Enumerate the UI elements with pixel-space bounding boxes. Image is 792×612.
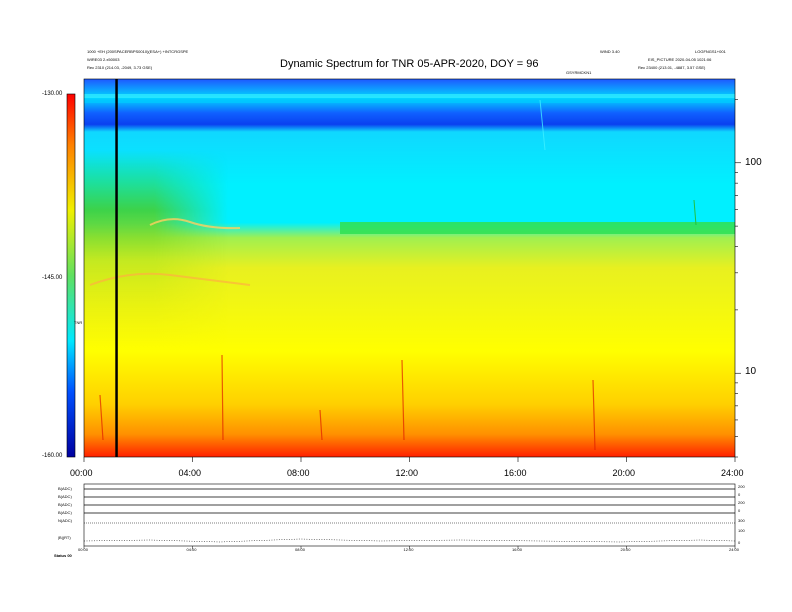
lower-right-tick-2: 0 (738, 492, 741, 497)
x-tick-label: 08:00 (287, 468, 310, 478)
lower-label-5: N(ADC) (58, 518, 72, 523)
lower-right-tick-7: 0 (738, 540, 741, 545)
header-left-line-3: Rec 2310 (214.03, -2049, 3.73 GSE) (87, 65, 153, 70)
colorbar-label: TNR (74, 320, 83, 325)
x-tick-label: 16:00 (504, 468, 527, 478)
header-right-line-3: Rec 23400 (213.01, -4887, 3.57 GSE) (638, 65, 706, 70)
chart-title: Dynamic Spectrum for TNR 05-APR-2020, DO… (280, 58, 539, 70)
header-mid-right: WIND 3.40 (600, 49, 620, 54)
header-left-line-1: 1000 +EH (200SPACERBPS0010)(ESA+) +INTCR… (87, 49, 189, 54)
lower-x-tick-label: 20:00 (620, 547, 631, 552)
x-tick-label: 20:00 (612, 468, 636, 478)
lower-label-1: B(ADC) (58, 486, 72, 491)
lower-right-tick-4: 0 (738, 508, 741, 513)
lower-label-4: B(ADC) (58, 510, 72, 515)
lower-label-2: B(ADC) (58, 494, 72, 499)
colorbar-tick-bottom: -160.00 (42, 453, 63, 459)
header-right-line-1: LOGFNGS1+001 (695, 49, 726, 54)
lower-label-6: |B|(RT) (58, 535, 71, 540)
colorbar (67, 94, 75, 457)
lower-right-tick-3: 200 (738, 500, 745, 505)
y-tick-100: 100 (745, 157, 762, 168)
lower-right-tick-5: 300 (738, 518, 745, 523)
lower-x-tick-label: 12:00 (403, 547, 414, 552)
lower-x-tick-label: 04:00 (186, 547, 197, 552)
lower-x-tick-label: 24:00 (729, 547, 740, 552)
lower-right-tick-1: 200 (738, 484, 745, 489)
header-left-line-2: WIRE03 2.x50003 (87, 57, 120, 62)
lower-label-3: B(ADC) (58, 502, 72, 507)
lower-right-tick-6: 100 (738, 528, 745, 533)
colorbar-tick-top: -130.00 (42, 91, 63, 97)
x-tick-label: 00:00 (70, 468, 93, 478)
footer-status: Status 00 (54, 553, 72, 558)
x-tick-label: 24:00 (721, 468, 744, 478)
y-tick-10: 10 (745, 366, 757, 377)
colorbar-tick-mid: -145.00 (42, 275, 63, 281)
x-tick-label: 12:00 (395, 468, 419, 478)
lower-x-tick-label: 16:00 (512, 547, 523, 552)
lower-x-tick-label: 08:00 (295, 547, 306, 552)
header-right-top-label: GSYRMCKN1 (566, 70, 592, 75)
lower-panels (83, 483, 736, 547)
x-tick-label: 04:00 (178, 468, 202, 478)
header-right-line-2: EIS_PICTURE 2020-04-05 1021:06 (648, 57, 712, 62)
lower-x-tick-label: 00:00 (78, 547, 89, 552)
